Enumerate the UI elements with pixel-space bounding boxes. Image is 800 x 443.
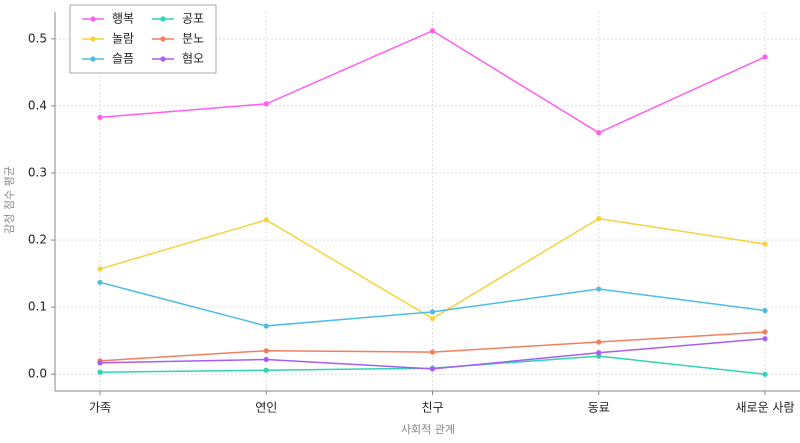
y-tick-label: 0.5	[28, 31, 47, 45]
y-tick-label: 0.4	[28, 98, 47, 112]
y-tick-label: 0.0	[28, 367, 47, 381]
point	[263, 348, 269, 354]
point	[762, 329, 768, 335]
point	[596, 339, 602, 345]
y-axis-label: 감정 점수 평균	[3, 166, 16, 234]
point	[97, 360, 103, 366]
y-tick-label: 0.2	[28, 233, 47, 247]
legend-marker	[160, 56, 166, 62]
y-tick-label: 0.3	[28, 165, 47, 179]
point	[429, 309, 436, 315]
point	[762, 371, 768, 377]
y-tick-label: 0.1	[28, 300, 47, 314]
legend-label: 공포	[182, 12, 204, 26]
legend-marker	[90, 16, 96, 22]
legend-label: 행복	[112, 11, 134, 26]
point	[596, 286, 602, 292]
point	[429, 315, 436, 322]
legend-marker	[90, 56, 96, 62]
legend-label: 분노	[182, 32, 204, 46]
x-tick-label: 연인	[255, 401, 277, 415]
x-axis-label: 사회적 관계	[401, 423, 455, 436]
point	[263, 101, 269, 107]
point	[263, 217, 269, 223]
legend-marker	[160, 16, 166, 22]
point	[762, 241, 768, 247]
point	[263, 367, 269, 373]
legend-label: 혐오	[182, 52, 204, 66]
point	[596, 350, 602, 356]
point	[762, 307, 768, 314]
x-tick-label: 친구	[421, 401, 443, 415]
legend-label: 슬픔	[112, 52, 134, 66]
point	[263, 356, 269, 363]
point	[762, 54, 768, 60]
point	[429, 349, 436, 355]
point	[97, 279, 103, 285]
x-tick-label: 새로운 사람	[735, 401, 794, 415]
point	[97, 266, 103, 272]
point	[596, 216, 602, 222]
point	[263, 323, 269, 329]
legend-label: 놀람	[112, 32, 134, 46]
point	[429, 366, 436, 372]
x-tick-label: 가족	[89, 401, 111, 415]
legend-marker	[160, 36, 166, 42]
point	[97, 114, 103, 120]
x-tick-label: 동료	[588, 401, 610, 415]
point	[762, 336, 768, 342]
legend-marker	[90, 36, 96, 42]
point	[97, 369, 103, 375]
point	[429, 28, 436, 34]
point	[596, 130, 602, 136]
